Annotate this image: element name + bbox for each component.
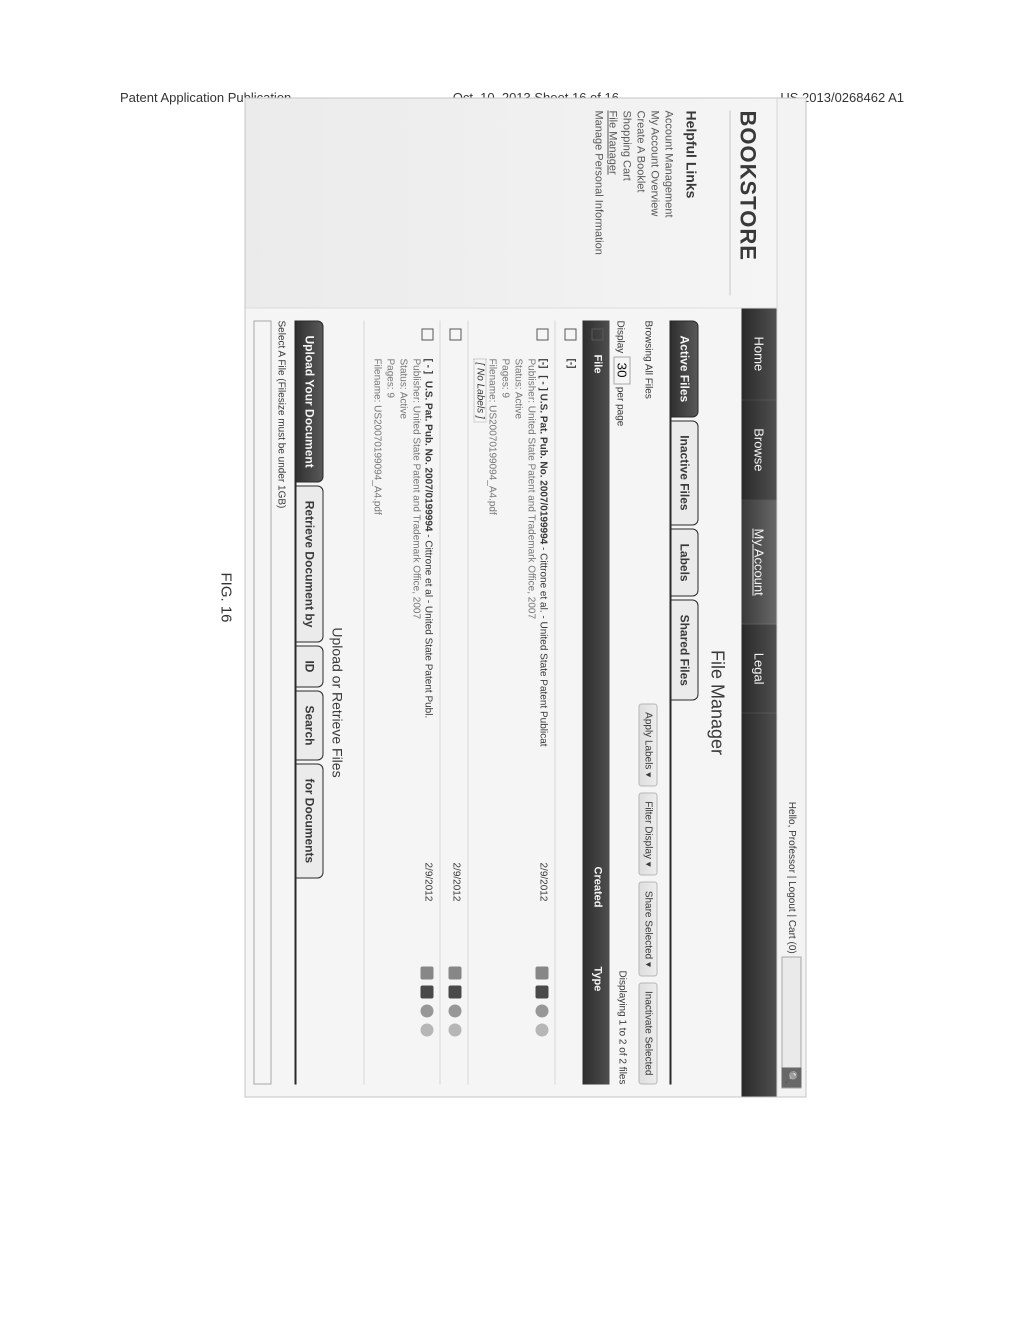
upload-tab[interactable]: Retrieve Document by	[297, 486, 324, 643]
table-body: [-][-] [ - ] U.S. Pat. Pub. No. 2007/019…	[364, 321, 583, 1085]
row-checkbox[interactable]	[537, 329, 549, 341]
nav-item[interactable]: My Account	[742, 501, 777, 625]
upload-body: Select A File (Filesize must be under 1G…	[254, 321, 287, 1085]
result-counter: Displaying 1 to 2 of 2 files	[617, 971, 628, 1085]
perpage-control: Display per page	[614, 321, 631, 427]
table-row: [-] [ - ] U.S. Pat. Pub. No. 2007/019999…	[468, 321, 555, 1085]
table-row: [ - ] U.S. Pat. Pub. No. 2007/0199994 - …	[364, 321, 440, 1085]
gear-icon[interactable]	[421, 1005, 434, 1018]
figure-caption: FIG. 16	[218, 208, 235, 988]
nav-item[interactable]: Browse	[742, 400, 777, 500]
col-file: File	[589, 355, 604, 867]
top-links[interactable]: Hello, Professor | Logout | Cart (0) 🔍	[782, 802, 802, 1089]
gear-icon[interactable]	[449, 1005, 462, 1018]
share-selected-button[interactable]: Share Selected ▾	[639, 882, 658, 976]
sidebar-item[interactable]: Manage Personal Information	[592, 111, 606, 296]
sidebar-title: Helpful Links	[684, 111, 700, 296]
sidebar-item[interactable]: Create A Booklet	[634, 111, 648, 296]
sidebar-item[interactable]: File Manager	[606, 111, 620, 296]
row-checkbox[interactable]	[565, 329, 577, 341]
greeting-text: Hello, Professor | Logout | Cart (0)	[786, 802, 797, 954]
pdf-icon[interactable]	[421, 986, 434, 999]
nav-item[interactable]: Home	[742, 309, 777, 401]
upload-tabs: Upload Your Document Retrieve Document by…	[295, 321, 324, 1085]
link-icon[interactable]	[449, 967, 462, 980]
gear-icon[interactable]	[536, 1005, 549, 1018]
patent-page-header: Patent Application Publication Oct. 10, …	[0, 0, 1024, 113]
table-row: 2/9/2012	[440, 321, 468, 1085]
search-box[interactable]: 🔍	[782, 957, 802, 1089]
row-checkbox[interactable]	[422, 329, 434, 341]
sidebar-item[interactable]: Account Management	[662, 111, 676, 296]
sidebar-item[interactable]: My Account Overview	[648, 111, 662, 296]
content-area: HomeBrowseMy AccountLegal File Manager A…	[246, 309, 777, 1097]
collapse-toggle[interactable]: [-]	[538, 359, 549, 369]
browsing-label: Browsing All Files	[643, 321, 654, 399]
file-panel: Browsing All Files Apply Labels ▾ Filter…	[364, 321, 662, 1085]
sidebar: BOOKSTORE Helpful Links Account Manageme…	[246, 99, 777, 309]
file-tab[interactable]: Inactive Files	[672, 420, 699, 525]
search-input[interactable]	[786, 958, 797, 1068]
search-icon[interactable]: 🔍	[782, 1068, 802, 1088]
table-row: [-]	[555, 321, 583, 1085]
section-title: File Manager	[699, 309, 742, 1097]
col-created: Created	[589, 867, 604, 967]
file-tab[interactable]: Active Files	[672, 321, 699, 418]
inactivate-selected-button[interactable]: Inactivate Selected	[639, 982, 658, 1085]
delete-icon[interactable]	[421, 1024, 434, 1037]
figure-container: Hello, Professor | Logout | Cart (0) 🔍 B…	[218, 208, 807, 988]
collapse-toggle[interactable]: [-]	[566, 359, 577, 855]
file-tab[interactable]: Shared Files	[672, 600, 699, 701]
main-nav: HomeBrowseMy AccountLegal	[742, 309, 777, 1097]
upload-tab[interactable]: Search	[297, 690, 324, 760]
table-header: File Created Type	[583, 321, 610, 1085]
file-tab[interactable]: Labels	[672, 529, 699, 597]
app-screenshot: Hello, Professor | Logout | Cart (0) 🔍 B…	[245, 98, 807, 1098]
upload-tab[interactable]: for Documents	[297, 763, 324, 878]
top-bar: Hello, Professor | Logout | Cart (0) 🔍	[777, 99, 806, 1097]
upload-section-title: Upload or Retrieve Files	[330, 309, 346, 1097]
sidebar-item[interactable]: Shopping Cart	[620, 111, 634, 296]
pdf-icon[interactable]	[449, 986, 462, 999]
pdf-icon[interactable]	[536, 986, 549, 999]
link-icon[interactable]	[421, 967, 434, 980]
toolbar: Apply Labels ▾ Filter Display ▾ Share Se…	[635, 703, 662, 1084]
delete-icon[interactable]	[536, 1024, 549, 1037]
select-all-checkbox[interactable]	[592, 329, 604, 341]
perpage-input[interactable]	[614, 356, 631, 384]
upload-tab[interactable]: Upload Your Document	[297, 321, 324, 483]
upload-hint: Select A File (Filesize must be under 1G…	[276, 321, 287, 509]
collapse-toggle[interactable]: [ - ]	[423, 359, 434, 375]
helpful-links: Helpful Links Account ManagementMy Accou…	[592, 111, 700, 296]
link-icon[interactable]	[536, 967, 549, 980]
file-tabs: Active FilesInactive Files Labels Shared F…	[670, 321, 699, 1085]
nav-item[interactable]: Legal	[742, 625, 777, 714]
row-checkbox[interactable]	[450, 329, 462, 341]
upload-file-input[interactable]	[254, 321, 272, 1085]
brand-logo: BOOKSTORE	[730, 111, 761, 296]
filter-display-button[interactable]: Filter Display ▾	[639, 792, 658, 876]
upload-tab[interactable]: ID	[297, 645, 324, 687]
col-type: Type	[589, 967, 604, 1077]
delete-icon[interactable]	[449, 1024, 462, 1037]
apply-labels-button[interactable]: Apply Labels ▾	[639, 703, 658, 786]
